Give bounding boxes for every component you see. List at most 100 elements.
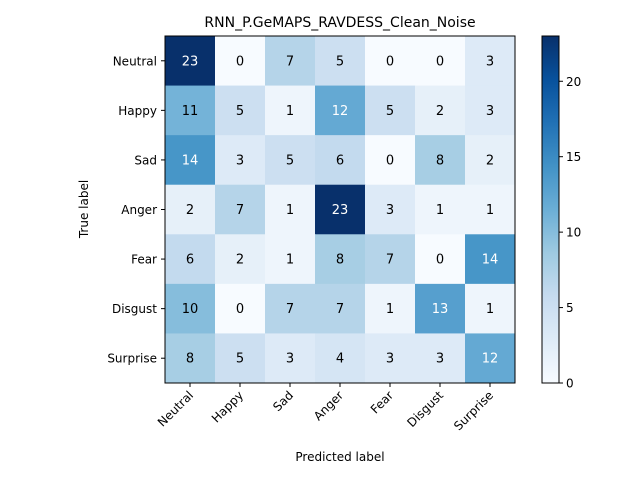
heatmap-cell [415,135,466,186]
cell-value-label: 14 [182,153,199,168]
heatmap-cell [315,135,366,186]
cell-value-labels: 23 0 7 5 0 0 311 5 1 12 5 2 314 3 5 6 0 8 22 7 1 23 3 1 16 2 1 8 7 0 1… [182,54,499,366]
heatmap-cell [215,234,266,285]
cell-value-label: 2 [436,104,444,119]
colorbar-tick-label: 15 [566,150,581,164]
cell-value-label: 3 [286,352,294,367]
heatmap-cell [465,135,516,186]
heatmap-cell [315,283,366,334]
heatmap-cell [465,234,516,285]
cell-value-label: 23 [332,203,349,218]
cell-value-label: 2 [486,153,494,168]
heatmap-cell [165,36,216,87]
heatmap-cell [365,135,416,186]
heatmap-cell [165,333,216,384]
heatmap-cell [265,184,316,235]
heatmap-cell [365,184,416,235]
heatmap-cell [315,234,366,285]
y-tick-label: Surprise [107,352,157,366]
heatmap-cell [465,36,516,87]
colorbar-tick-label: 5 [566,301,574,315]
cell-value-label: 1 [436,203,444,218]
heatmap-cell [365,283,416,334]
heatmap-cell [465,283,516,334]
heatmap-cell [315,184,366,235]
heatmap-cell [365,234,416,285]
heatmap-cell [215,135,266,186]
y-tick-label: Disgust [112,302,157,316]
colorbar-tick-label: 20 [566,75,581,89]
cell-value-label: 11 [182,104,199,119]
colorbar-tick-label: 0 [566,377,574,391]
cell-value-label: 8 [436,153,444,168]
heatmap-cell [465,184,516,235]
cell-value-label: 2 [236,253,244,268]
cell-value-label: 13 [432,302,449,317]
cell-value-label: 1 [286,253,294,268]
cell-value-label: 4 [336,352,344,367]
cell-value-label: 5 [236,104,244,119]
heatmap-cell [465,85,516,136]
heatmap-cell [365,333,416,384]
heatmap-cell [215,85,266,136]
cell-value-label: 3 [486,54,494,69]
heatmap-cell [265,85,316,136]
cell-value-label: 5 [336,54,344,69]
heatmap-cell [465,333,516,384]
heatmap-cell [165,135,216,186]
cell-value-label: 3 [436,352,444,367]
cell-value-label: 0 [236,54,244,69]
heatmap-cell [365,36,416,87]
heatmap-cell [215,333,266,384]
colorbar [541,35,560,384]
cell-value-label: 5 [286,153,294,168]
heatmap-cell [215,283,266,334]
cell-value-label: 7 [236,203,244,218]
y-tick-label: Happy [118,104,157,118]
cell-value-label: 12 [482,352,499,367]
heatmap-cell [365,85,416,136]
cell-value-label: 1 [386,302,394,317]
heatmap-cell [265,333,316,384]
cell-value-label: 0 [236,302,244,317]
cell-value-label: 5 [386,104,394,119]
chart-title: RNN_P.GeMAPS_RAVDESS_Clean_Noise [204,15,475,31]
cell-value-label: 6 [186,253,194,268]
cell-value-label: 7 [386,253,394,268]
cell-value-label: 1 [286,104,294,119]
cell-value-label: 1 [486,302,494,317]
heatmap-cell [415,184,466,235]
cell-value-label: 3 [486,104,494,119]
cell-value-label: 5 [236,352,244,367]
y-tick-label: Anger [121,203,157,217]
cell-value-label: 12 [332,104,349,119]
heatmap-cell [265,283,316,334]
cell-value-label: 7 [286,54,294,69]
cell-value-label: 0 [386,153,394,168]
heatmap-cells [165,36,516,384]
cell-value-label: 8 [186,352,194,367]
cell-value-label: 7 [336,302,344,317]
heatmap-cell [165,184,216,235]
heatmap-cell [265,234,316,285]
cell-value-label: 3 [386,352,394,367]
heatmap-cell [165,234,216,285]
heatmap-cell [315,333,366,384]
heatmap-cell [215,36,266,87]
cell-value-label: 3 [386,203,394,218]
heatmap-cell [315,36,366,87]
heatmap-cell [415,283,466,334]
y-tick-label: Fear [131,253,157,267]
cell-value-label: 23 [182,54,199,69]
heatmap-cell [165,85,216,136]
cell-value-label: 1 [486,203,494,218]
y-tick-label: Neutral [113,54,157,68]
y-tick-label: Sad [134,153,157,167]
heatmap-cell [415,85,466,136]
cell-value-label: 1 [286,203,294,218]
cell-value-label: 0 [436,54,444,69]
cell-value-label: 0 [386,54,394,69]
y-axis-ticks: Neutral Happy Sad Anger Fear Disgust Surprise [107,54,165,366]
heatmap-cell [415,36,466,87]
